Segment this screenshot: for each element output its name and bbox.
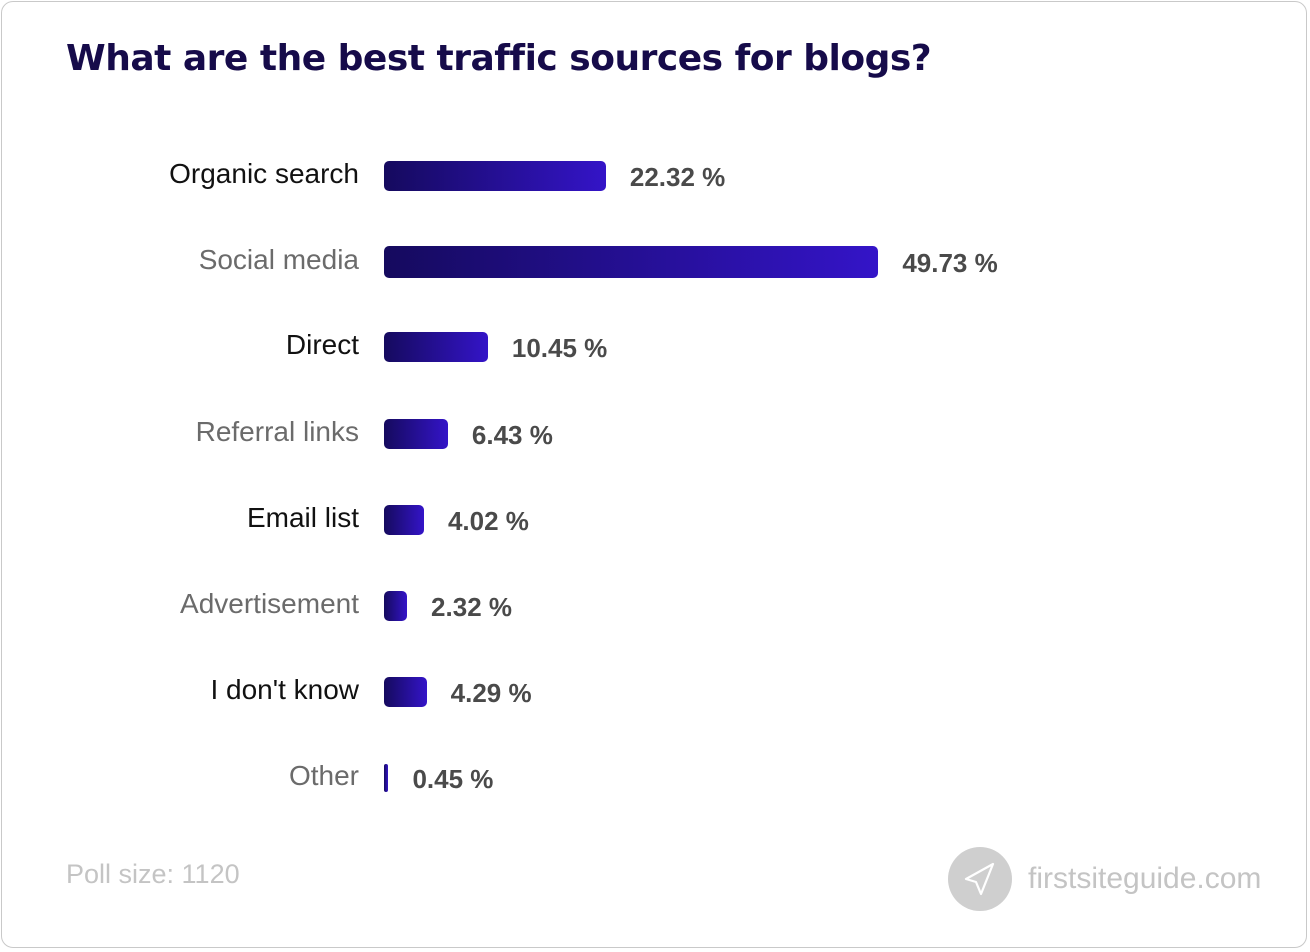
chart-title: What are the best traffic sources for bl…	[66, 38, 932, 79]
category-label: Advertisement	[180, 588, 359, 619]
bar-row: Email list 4.02 %	[2, 500, 1202, 536]
value-label: 22.32 %	[629, 162, 726, 192]
bar	[384, 591, 408, 621]
bar	[384, 764, 389, 792]
bar	[384, 332, 488, 362]
category-label: Other	[288, 760, 359, 791]
value-label: 6.43 %	[471, 420, 553, 450]
bar	[384, 505, 424, 535]
bar-row: Social media 49.73 %	[2, 242, 1202, 278]
category-label: Referral links	[195, 416, 359, 447]
category-label: Organic search	[169, 158, 359, 189]
value-label: 10.45 %	[511, 333, 608, 363]
value-label: 0.45 %	[412, 764, 494, 794]
brand-name: firstsiteguide.com	[1028, 862, 1262, 895]
bar	[384, 677, 427, 707]
bar-row: Other 0.45 %	[2, 758, 1202, 794]
category-label: Social media	[198, 244, 359, 275]
paper-plane-icon	[948, 847, 1012, 911]
category-label: Email list	[246, 502, 359, 533]
value-label: 49.73 %	[902, 248, 998, 278]
bar	[384, 161, 606, 191]
category-label: I don't know	[210, 674, 359, 705]
category-label: Direct	[285, 329, 359, 360]
bar	[384, 246, 879, 278]
brand-logo[interactable]: firstsiteguide.com	[948, 847, 1261, 911]
poll-size: Poll size: 1120	[66, 859, 240, 889]
value-label: 4.29 %	[450, 678, 532, 708]
value-label: 4.02 %	[447, 506, 529, 536]
bar-row: Advertisement 2.32 %	[2, 586, 1202, 622]
bar	[384, 419, 448, 449]
bar-row: Organic search 22.32 %	[2, 156, 1202, 192]
bar-row: Direct 10.45 %	[2, 327, 1202, 363]
bar-row: Referral links 6.43 %	[2, 414, 1202, 450]
bar-row: I don't know 4.29 %	[2, 672, 1202, 708]
value-label: 2.32 %	[431, 592, 512, 622]
